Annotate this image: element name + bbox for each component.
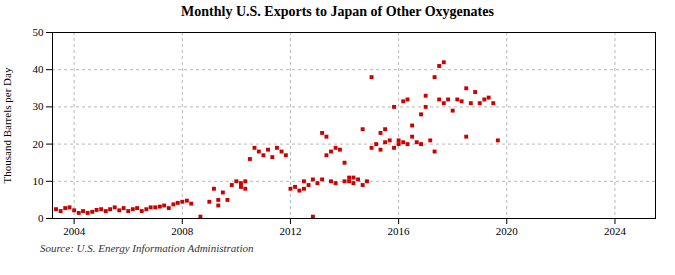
svg-text:2008: 2008: [171, 225, 194, 237]
svg-text:40: 40: [33, 63, 45, 75]
html-text:Source: U.S. Energy Informatio: Source: U.S. Energy Information Administ…: [40, 242, 254, 254]
html-text:Monthly U.S. Exports to Japan: Monthly U.S. Exports to Japan of Other O…: [181, 4, 494, 19]
svg-text:30: 30: [33, 100, 45, 112]
svg-text:10: 10: [33, 175, 45, 187]
svg-text:2024: 2024: [604, 225, 627, 237]
svg-text:2020: 2020: [496, 225, 519, 237]
svg-text:2004: 2004: [63, 225, 86, 237]
svg-text:50: 50: [33, 26, 45, 38]
svg-text:2012: 2012: [279, 225, 301, 237]
svg-text:20: 20: [33, 138, 45, 150]
svg-text:2016: 2016: [388, 225, 411, 237]
svg-text:Thousand Barrels per Day: Thousand Barrels per Day: [1, 67, 13, 183]
svg-text:0: 0: [38, 212, 44, 224]
